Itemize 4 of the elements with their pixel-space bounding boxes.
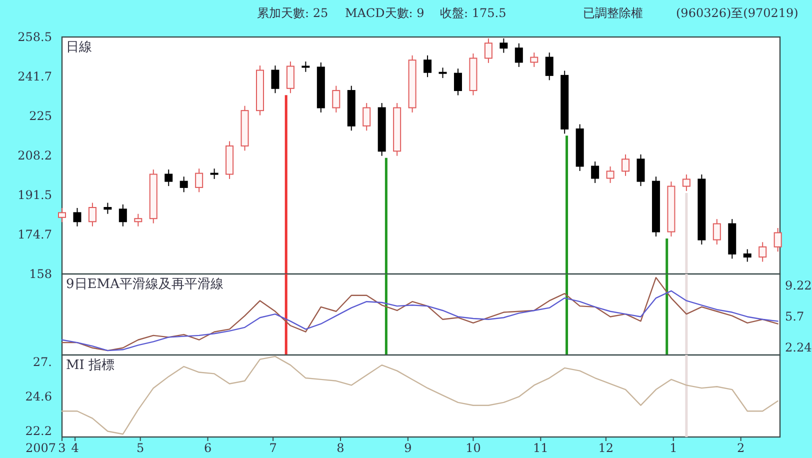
- panel-title: MI 指標: [66, 358, 115, 373]
- panel-title: 9日EMA平滑線及再平滑線: [66, 277, 224, 292]
- panel-title: 日線: [66, 40, 92, 55]
- xlabel: 2007: [25, 441, 56, 455]
